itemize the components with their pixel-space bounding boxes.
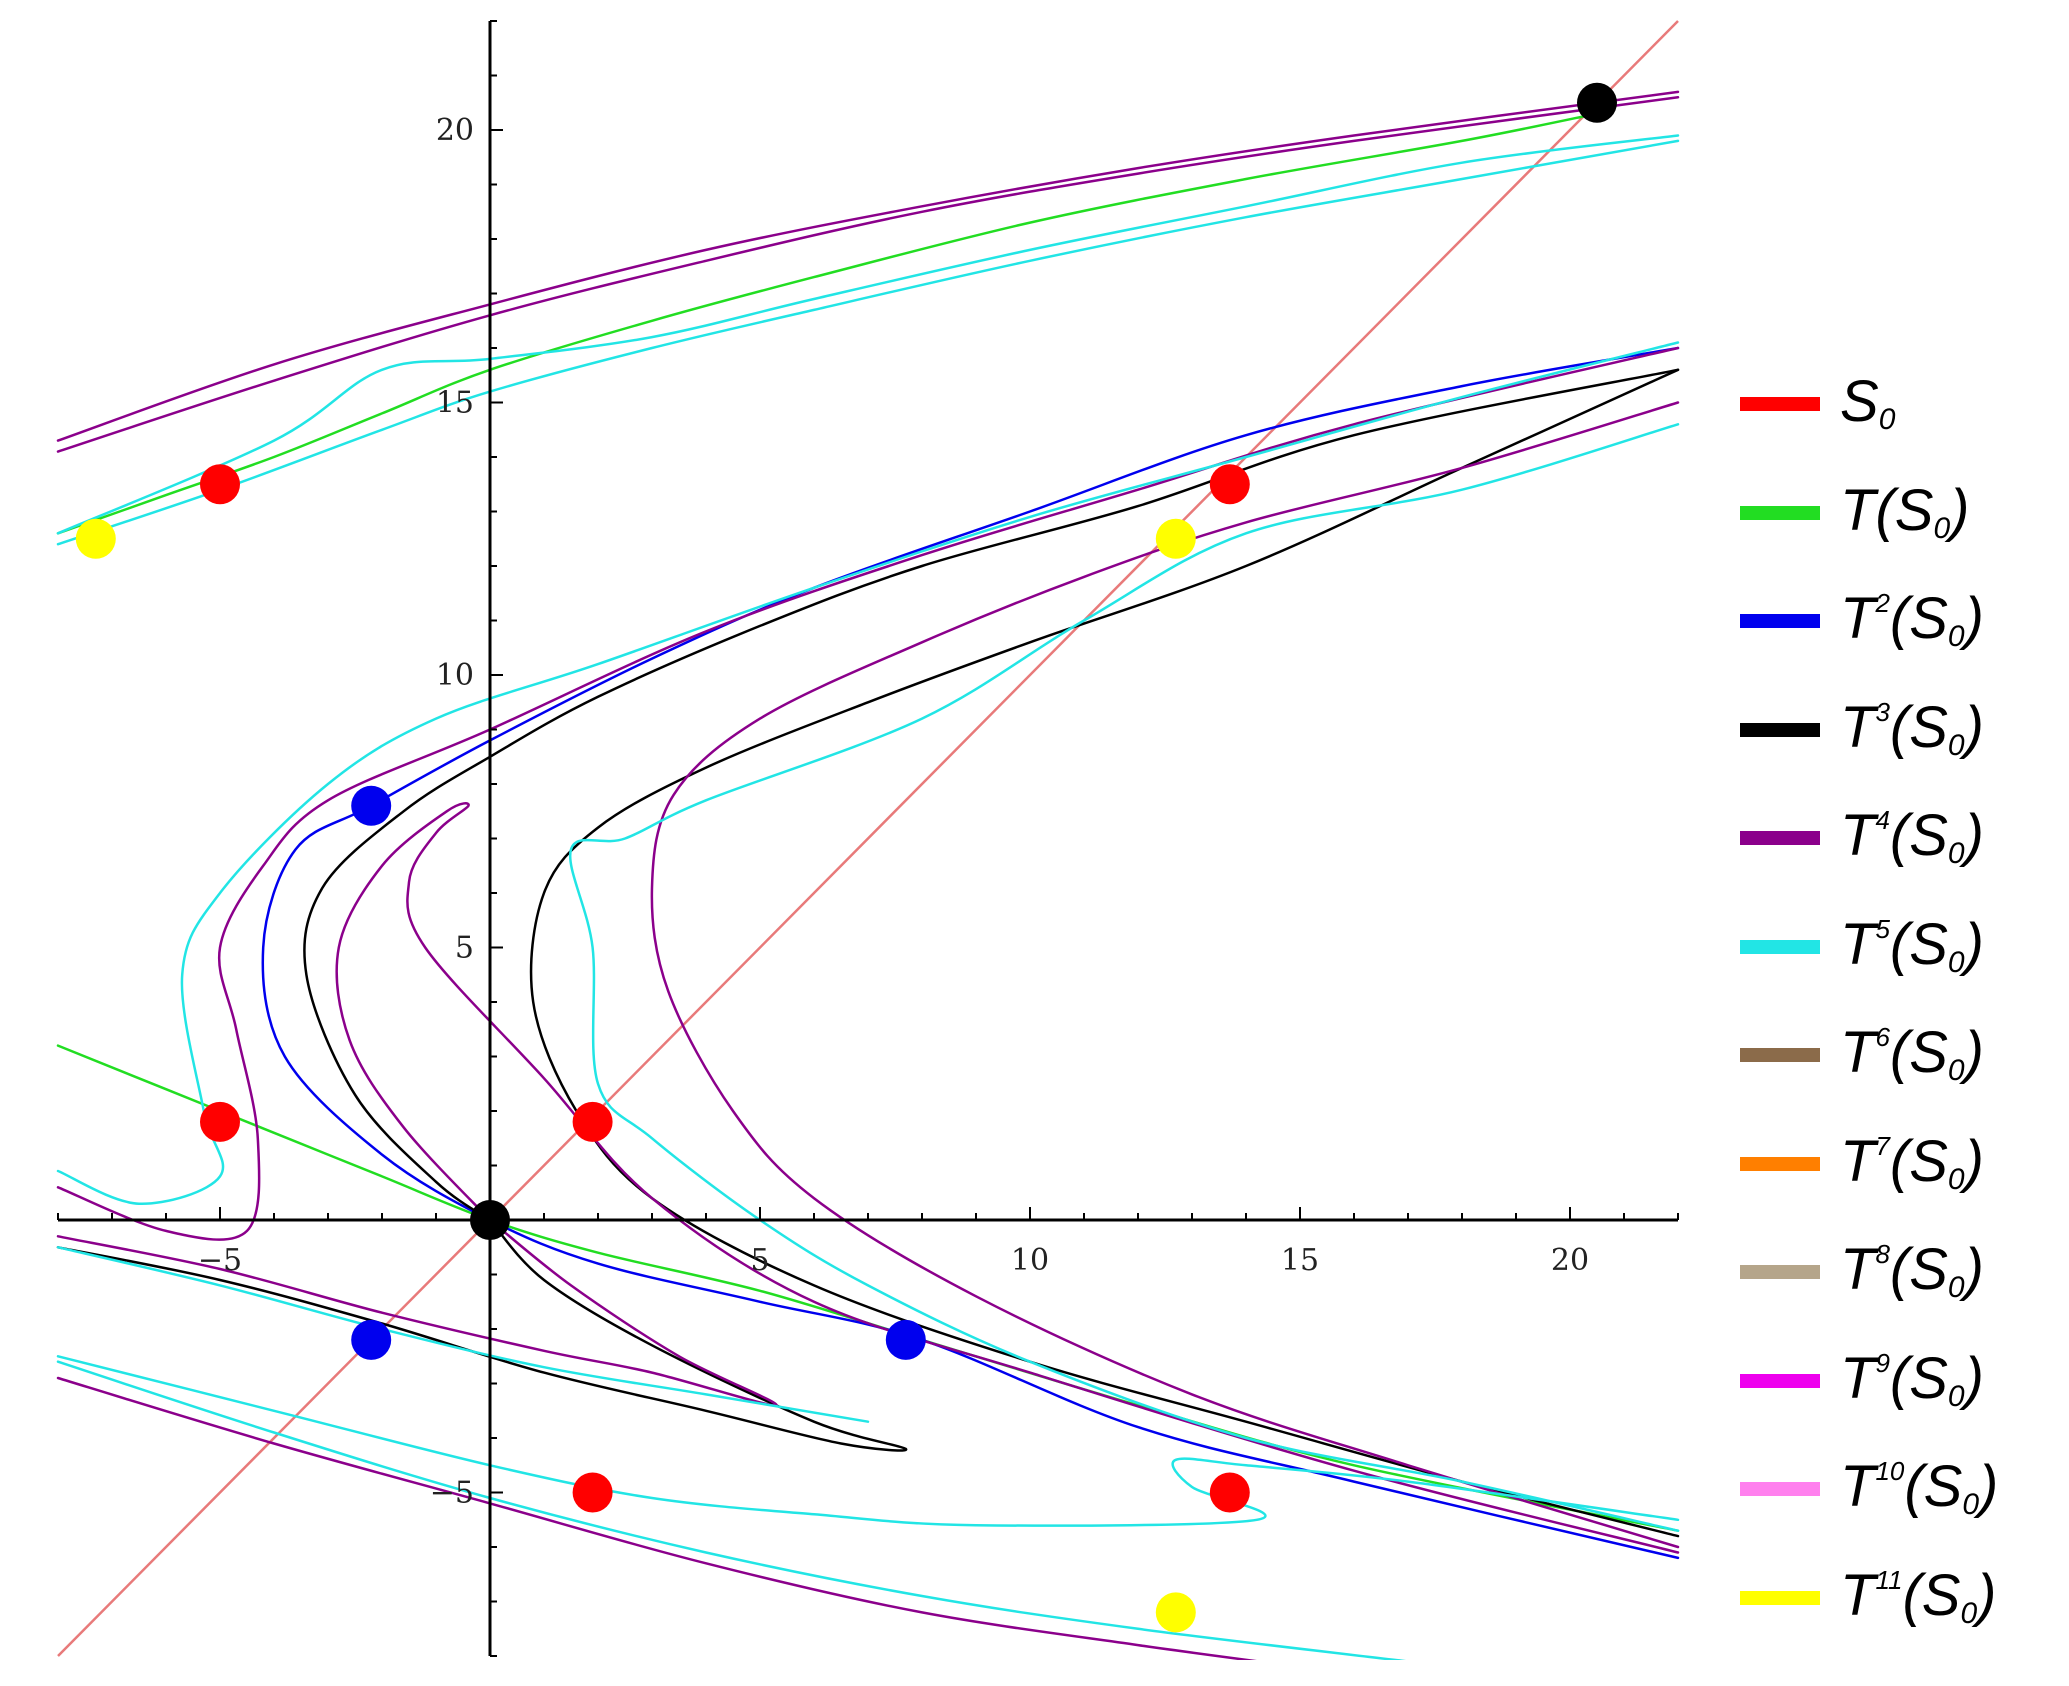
- legend-item: T2(S0): [1740, 567, 2060, 676]
- legend-swatch: [1740, 614, 1820, 629]
- legend-label: T3(S0): [1840, 694, 1984, 762]
- legend-item: T11(S0): [1740, 1544, 2060, 1653]
- phase-plot: −5 5 10 15 20 −5 5 10 15 20: [56, 20, 1680, 1660]
- orbit-point: [1155, 1592, 1196, 1633]
- y-tick-label: 15: [436, 386, 474, 421]
- legend-label: T4(S0): [1840, 803, 1984, 871]
- y-tick-label: 20: [436, 113, 474, 148]
- orbit-curve: [56, 1044, 1680, 1532]
- orbit-curve: [56, 1376, 1257, 1660]
- legend-item: T5(S0): [1740, 893, 2060, 1002]
- legend-swatch: [1740, 397, 1820, 412]
- orbit-curve: [335, 802, 1680, 1554]
- orbit-curve: [56, 134, 1680, 535]
- orbit-curve: [529, 368, 1680, 1538]
- orbit-curve: [568, 423, 1680, 1532]
- orbit-point: [572, 1472, 613, 1513]
- legend-swatch: [1740, 505, 1820, 520]
- diagonal-line: [57, 20, 1679, 1657]
- legend-swatch: [1740, 1156, 1820, 1171]
- orbit-point: [885, 1319, 926, 1360]
- legend-swatch: [1740, 1048, 1820, 1063]
- y-tick-label: −5: [430, 1476, 474, 1511]
- orbit-point: [1209, 1472, 1250, 1513]
- orbit-curve: [56, 90, 1680, 442]
- orbit-curve: [56, 346, 1680, 1241]
- legend-item: T3(S0): [1740, 676, 2060, 785]
- orbit-curve: [650, 401, 1680, 1549]
- y-tick-label: 10: [436, 658, 474, 693]
- legend-label: T5(S0): [1840, 911, 1984, 979]
- orbit-curve: [261, 346, 1680, 1560]
- orbit-point: [1209, 464, 1250, 505]
- orbit-curve: [56, 1246, 870, 1423]
- legend-swatch: [1740, 722, 1820, 737]
- legend-swatch: [1740, 1373, 1820, 1388]
- x-tick-label: −5: [198, 1243, 242, 1278]
- legend-item: T7(S0): [1740, 1110, 2060, 1219]
- legend-label: T2(S0): [1840, 586, 1984, 654]
- legend-swatch: [1740, 831, 1820, 846]
- legend-item: S0: [1740, 350, 2060, 459]
- orbit-curve: [56, 1218, 908, 1452]
- legend-label: T11(S0): [1840, 1562, 1997, 1630]
- legend-swatch: [1740, 1265, 1820, 1280]
- diagonal-y-equals-x: [57, 20, 1679, 1657]
- orbit-curve: [56, 1360, 1407, 1660]
- legend-label: T6(S0): [1840, 1020, 1984, 1088]
- legend-swatch: [1740, 1590, 1820, 1605]
- legend-item: T8(S0): [1740, 1218, 2060, 1327]
- legend-label: T7(S0): [1840, 1128, 1984, 1196]
- legend-label: T9(S0): [1840, 1345, 1984, 1413]
- legend: S0 T(S0) T2(S0) T3(S0) T4(S0) T5(S0) T6(S0) T7(…: [1740, 350, 2060, 1652]
- orbit-curve: [56, 112, 1599, 535]
- legend-label: S0: [1840, 369, 1896, 437]
- orbit-point: [1155, 518, 1196, 559]
- legend-item: T4(S0): [1740, 784, 2060, 893]
- legend-swatch: [1740, 939, 1820, 954]
- orbit-point: [351, 1319, 392, 1360]
- orbit-curve: [56, 139, 1680, 546]
- legend-swatch: [1740, 1482, 1820, 1497]
- orbit-curve: [56, 96, 1680, 453]
- x-tick-label: 15: [1281, 1243, 1319, 1278]
- legend-label: T10(S0): [1840, 1454, 1999, 1522]
- orbit-curve: [56, 1355, 1680, 1527]
- legend-item: T10(S0): [1740, 1435, 2060, 1544]
- legend-item: T9(S0): [1740, 1327, 2060, 1436]
- legend-label: T8(S0): [1840, 1237, 1984, 1305]
- x-tick-label: 20: [1551, 1243, 1589, 1278]
- fixed-points: [75, 82, 1617, 1633]
- x-tick-label: 10: [1011, 1243, 1049, 1278]
- axes: −5 5 10 15 20 −5 5 10 15 20: [57, 20, 1679, 1657]
- orbit-point: [200, 1101, 240, 1142]
- orbit-curve: [56, 341, 1680, 1205]
- legend-item: T(S0): [1740, 459, 2060, 568]
- orbit-point: [351, 785, 392, 826]
- orbit-point: [572, 1101, 613, 1142]
- orbit-curve: [303, 368, 1680, 1222]
- y-tick-label: 5: [455, 931, 474, 966]
- orbit-point: [75, 518, 116, 559]
- orbit-curves: [56, 90, 1680, 1660]
- orbit-point: [470, 1200, 510, 1240]
- legend-item: T6(S0): [1740, 1001, 2060, 1110]
- orbit-curve: [56, 1218, 778, 1407]
- orbit-point: [1577, 82, 1617, 123]
- x-tick-label: 5: [750, 1243, 769, 1278]
- orbit-point: [200, 464, 240, 505]
- legend-label: T(S0): [1840, 477, 1970, 545]
